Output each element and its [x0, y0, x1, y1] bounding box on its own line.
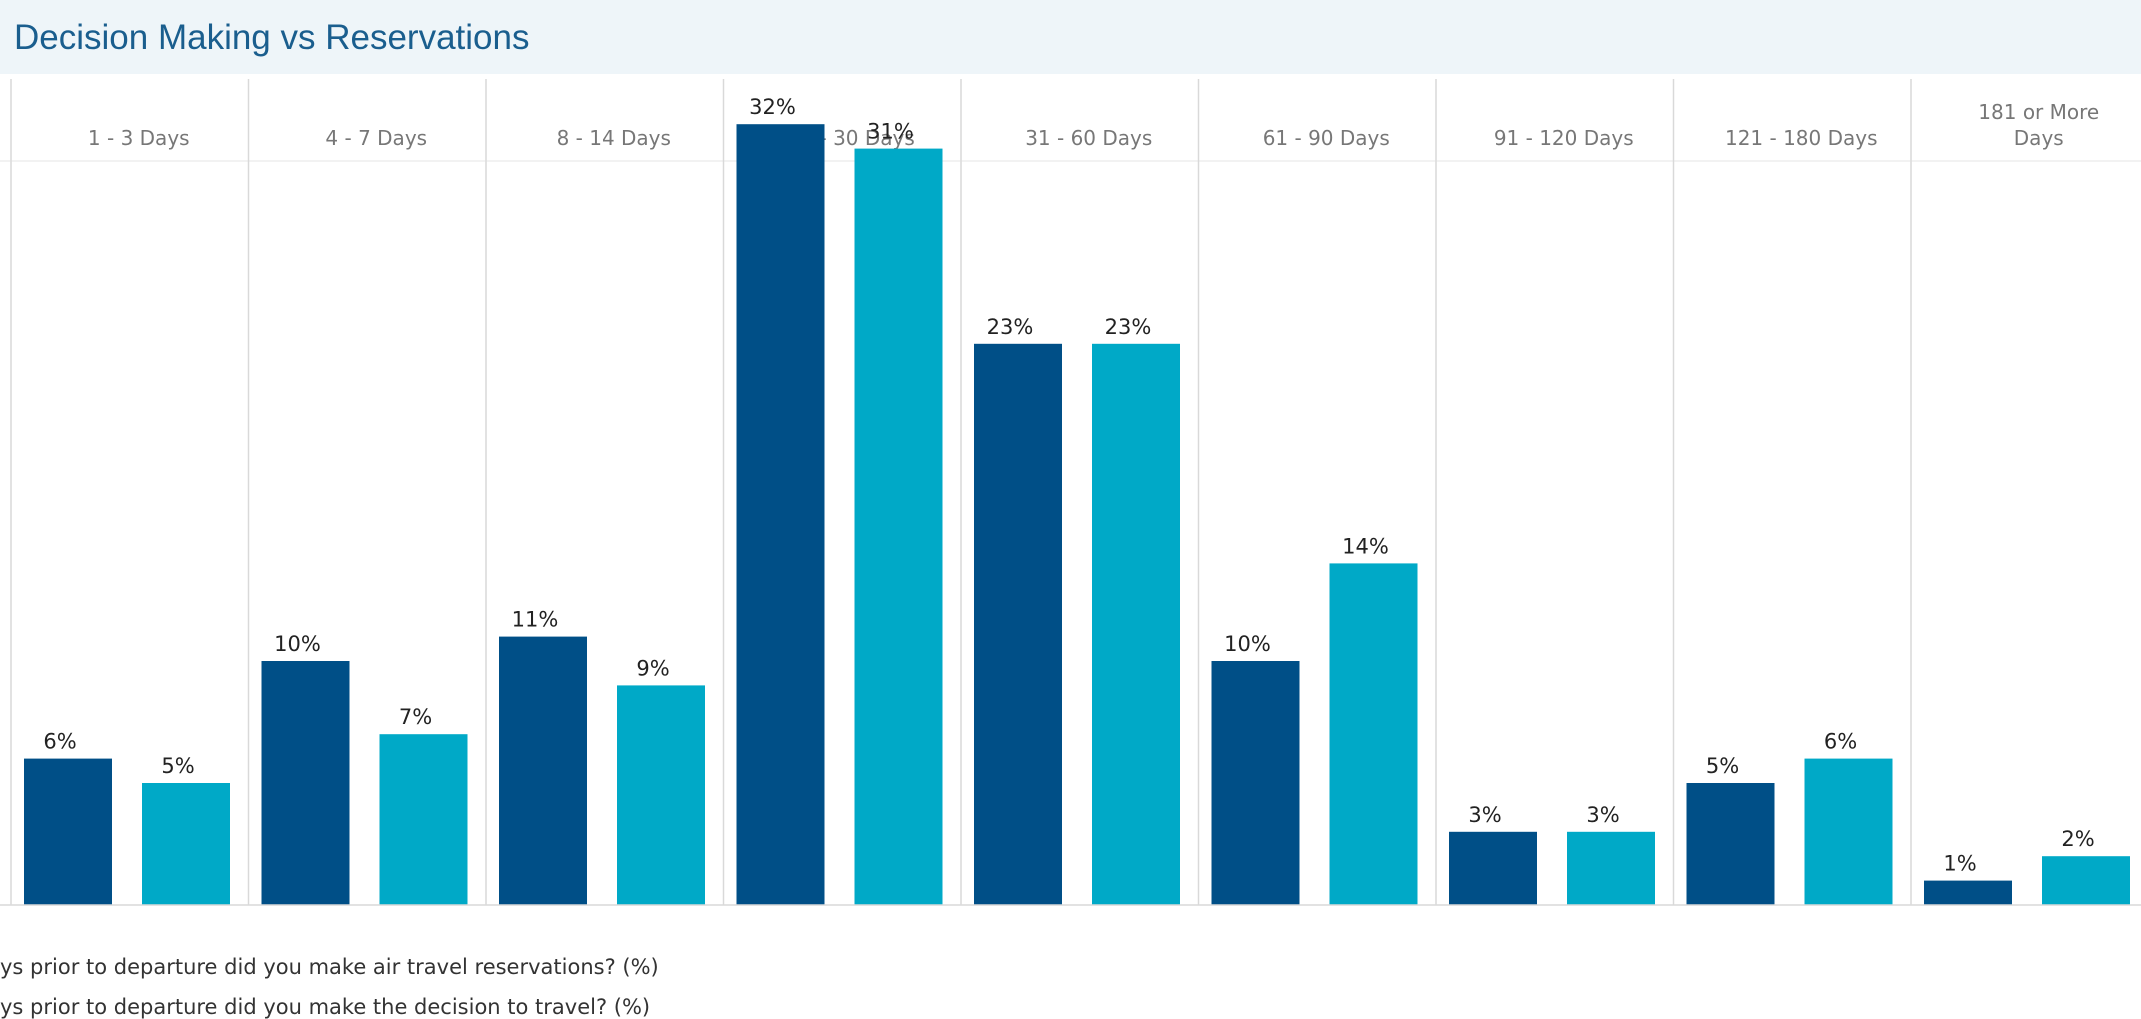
bar-decision — [142, 783, 230, 905]
legend-item-decision[interactable]: ys prior to departure did you make the d… — [0, 995, 651, 1019]
bar-chart: 1 - 3 Days 6% 5% 4 - 7 Days 10% 7% 8 - 14 Days… — [0, 79, 2141, 906]
data-label: 6% — [1824, 730, 1857, 754]
bar-decision — [1092, 343, 1180, 905]
chart-title: Decision Making vs Reservations — [14, 18, 530, 57]
data-label: 14% — [1342, 534, 1389, 558]
bar-reservations — [1686, 783, 1775, 905]
bar-decision — [617, 685, 705, 905]
bar-reservations — [261, 661, 350, 905]
bar-decision — [2042, 856, 2130, 905]
data-label: 7% — [399, 705, 432, 729]
legend: ys prior to departure did you make air t… — [0, 945, 2141, 1019]
category-label: 181 or More Days — [1978, 100, 2099, 150]
data-label: 5% — [161, 754, 194, 778]
data-label: 3% — [1468, 803, 1501, 827]
category-label: 31 - 60 Days — [1025, 126, 1152, 150]
bar-reservations — [1449, 831, 1537, 905]
chart-title-bar: Decision Making vs Reservations — [0, 0, 2141, 74]
bar-decision — [379, 734, 468, 905]
bar-decision — [854, 148, 943, 906]
bar-reservations — [1211, 661, 1300, 905]
data-label: 31% — [867, 120, 914, 144]
category-label: 91 - 120 Days — [1494, 126, 1634, 150]
bar-reservations — [974, 343, 1062, 905]
category-label: 8 - 14 Days — [557, 126, 671, 150]
data-label: 5% — [1706, 754, 1739, 778]
data-label: 3% — [1586, 803, 1619, 827]
bar-decision — [1329, 563, 1418, 905]
category-label: 121 - 180 Days — [1725, 126, 1878, 150]
data-label: 1% — [1943, 852, 1976, 876]
data-label: 10% — [1224, 632, 1271, 656]
bar-reservations — [736, 124, 825, 905]
data-label: 9% — [636, 656, 669, 680]
data-label: 23% — [987, 315, 1034, 339]
data-label: 32% — [749, 95, 796, 119]
bar-decision — [1567, 831, 1655, 905]
bar-decision — [1804, 758, 1893, 905]
data-label: 6% — [43, 730, 76, 754]
bar-reservations — [1924, 880, 2012, 905]
category-label: 61 - 90 Days — [1263, 126, 1390, 150]
data-label: 10% — [274, 632, 321, 656]
data-label: 23% — [1105, 315, 1152, 339]
data-label: 11% — [512, 608, 559, 632]
bar-reservations — [24, 758, 112, 905]
bar-reservations — [499, 636, 587, 905]
category-label: 1 - 3 Days — [88, 126, 190, 150]
legend-item-reservations[interactable]: ys prior to departure did you make air t… — [0, 955, 659, 979]
data-label: 2% — [2061, 827, 2094, 851]
category-label: 4 - 7 Days — [325, 126, 427, 150]
